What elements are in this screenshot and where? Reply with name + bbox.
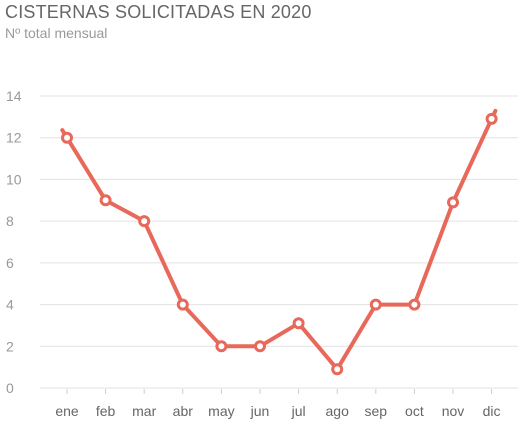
x-tick-label-jun: jun	[250, 403, 270, 419]
data-point-jun	[254, 340, 266, 353]
x-tick-label-dic: dic	[483, 403, 501, 419]
y-tick-label-10: 10	[6, 171, 22, 187]
y-tick-label-14: 14	[6, 88, 22, 104]
x-tick-label-ago: ago	[326, 403, 350, 419]
y-tick-label-4: 4	[6, 297, 14, 313]
series-layer	[60, 108, 498, 376]
data-point-sep	[369, 298, 382, 311]
data-point-nov	[447, 196, 459, 209]
y-axis-ticks: 0 2 4 6 8 10 12 14	[6, 88, 22, 396]
data-point-jul	[292, 317, 305, 330]
y-tick-label-12: 12	[6, 130, 22, 146]
chart-subtitle: Nº total mensual	[5, 25, 108, 41]
x-tick-label-abr: abr	[173, 403, 194, 419]
data-point-ago	[331, 363, 344, 376]
grid-layer	[40, 95, 518, 389]
x-axis-ticks: ene feb mar abr may jun jul ago sep oct nov dic	[55, 389, 501, 419]
y-tick-label-6: 6	[6, 255, 14, 271]
chart-title: CISTERNAS SOLICITADAS EN 2020	[5, 2, 312, 22]
x-tick-label-jul: jul	[291, 403, 306, 419]
data-point-mar	[138, 215, 151, 228]
data-point-abr	[176, 298, 189, 311]
data-point-feb	[99, 194, 112, 207]
series-line-0	[60, 108, 498, 372]
data-point-oct	[408, 298, 421, 311]
data-point-may	[215, 340, 228, 353]
data-point-ene	[61, 131, 73, 144]
y-tick-label-0: 0	[6, 380, 14, 396]
y-tick-label-2: 2	[6, 338, 14, 354]
x-tick-label-may: may	[208, 403, 234, 419]
x-tick-label-oct: oct	[405, 403, 424, 419]
x-tick-label-feb: feb	[96, 403, 116, 419]
data-point-dic	[485, 112, 498, 125]
x-tick-label-mar: mar	[132, 403, 156, 419]
x-tick-label-sep: sep	[365, 403, 388, 419]
y-tick-label-8: 8	[6, 213, 14, 229]
x-tick-label-ene: ene	[55, 403, 79, 419]
x-tick-label-nov: nov	[442, 403, 465, 419]
